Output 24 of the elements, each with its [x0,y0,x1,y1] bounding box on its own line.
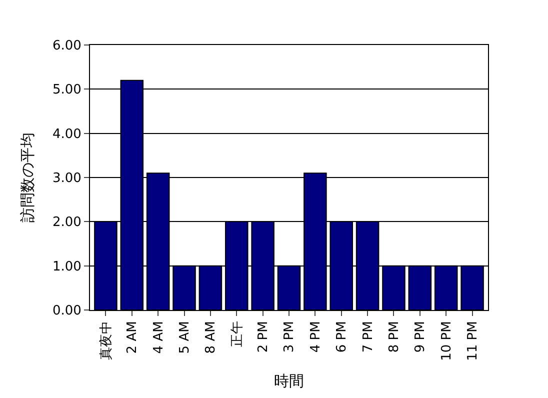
y-tick-label: 6.00 [52,38,82,54]
x-tick-label: 真夜中 [98,321,114,360]
x-tick-label: 8 PM [386,321,402,353]
x-tick-label: 正午 [230,321,245,348]
x-tick-label: 10 PM [439,321,454,361]
y-axis-title: 訪問数の平均 [18,132,37,222]
x-tick-label: 9 PM [413,321,428,353]
y-tick-label: 3.00 [52,171,82,186]
x-tick-label: 4 AM [151,321,166,354]
x-tick-label: 8 AM [204,321,219,354]
x-tick-label: 5 AM [177,321,192,354]
x-tick-label: 2 PM [256,321,272,353]
y-tick-label: 2.00 [52,215,82,230]
x-tick-label: 3 PM [282,321,298,353]
x-tick-label: 7 PM [360,321,376,353]
x-tick-label: 4 PM [308,321,324,353]
x-tick-label: 2 AM [125,321,140,354]
y-tick-label: 1.00 [52,259,82,274]
x-axis-title: 時間 [274,372,304,390]
y-tick-label: 4.00 [52,126,82,142]
x-tick-label: 11 PM [466,321,481,361]
y-tick-label: 0.00 [52,304,82,319]
y-tick-label: 5.00 [52,82,82,98]
x-tick-label: 6 PM [334,321,350,353]
